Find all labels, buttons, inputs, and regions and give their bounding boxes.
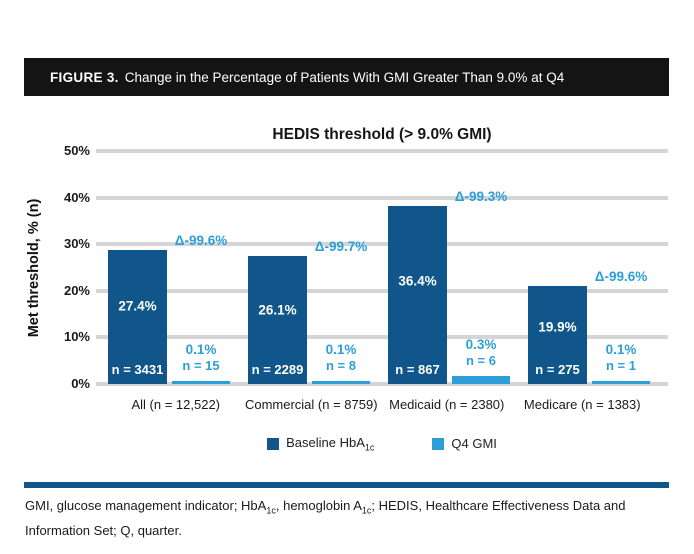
q4-column: 0.1% n = 15 Δ-99.6%	[172, 151, 230, 384]
q4-column: 0.1% n = 1 Δ-99.6%	[592, 151, 650, 384]
y-axis-title: Met threshold, % (n)	[26, 198, 42, 337]
legend-item-q4: Q4 GMI	[432, 436, 497, 451]
y-axis: Met threshold, % (n) 50% 40% 30% 20% 10% 0%	[24, 143, 96, 391]
gridline	[96, 382, 668, 386]
delta-label: Δ-99.7%	[314, 239, 368, 254]
x-axis-labels: All (n = 12,522) Commercial (n = 8759) Med…	[96, 397, 668, 412]
y-tick-label: 0%	[71, 376, 90, 391]
q4-bar	[592, 381, 650, 384]
y-tick-label: 10%	[63, 329, 90, 345]
bar-value-label: 19.9%	[538, 319, 577, 335]
y-tick-label: 20%	[63, 282, 90, 298]
bar-n-label: n = 6	[466, 353, 496, 368]
legend-label: Baseline HbA1c	[286, 435, 375, 453]
bar-value-label: 27.4%	[118, 298, 157, 314]
baseline-bar: 19.9% n = 275	[528, 286, 587, 384]
baseline-column: 19.9% n = 275	[528, 151, 587, 384]
bar-value-label: 36.4%	[398, 273, 437, 289]
bar-n-label: n = 2289	[251, 362, 304, 377]
baseline-column: 26.1% n = 2289	[248, 151, 307, 384]
bar-n-label: n = 8	[326, 358, 356, 373]
q4-bar	[452, 376, 510, 384]
bar-group: 27.4% n = 3431 0.1% n = 15 Δ-99.6%	[108, 151, 230, 384]
baseline-column: 27.4% n = 3431	[108, 151, 167, 384]
bar-group: 26.1% n = 2289 0.1% n = 8 Δ-99.7%	[248, 151, 370, 384]
bar-group: 19.9% n = 275 0.1% n = 1 Δ-99.6%	[528, 151, 650, 384]
baseline-bar: 36.4% n = 867	[388, 206, 447, 384]
x-axis-label: Medicare (n = 1383)	[523, 397, 641, 412]
bar-n-label: n = 15	[182, 358, 220, 373]
q4-bar	[312, 381, 370, 384]
legend-label: Q4 GMI	[451, 436, 497, 452]
gridline	[96, 149, 668, 153]
delta-label: Δ-99.6%	[594, 269, 648, 284]
bar-value-label: 0.1%	[325, 342, 357, 357]
y-tick-label: 40%	[63, 189, 90, 205]
figure-caption-bar: FIGURE 3. Change in the Percentage of Pa…	[24, 58, 669, 96]
x-axis-label: Commercial (n = 8759)	[244, 397, 378, 412]
figure-caption-text: Change in the Percentage of Patients Wit…	[124, 69, 565, 85]
gridline	[96, 195, 668, 200]
legend-swatch-icon	[267, 437, 280, 450]
chart-title: HEDIS threshold (> 9.0% GMI)	[272, 126, 492, 143]
q4-column: 0.3% n = 6 Δ-99.3%	[452, 151, 510, 384]
bar-value-label: 0.3%	[465, 337, 497, 352]
legend-item-baseline: Baseline HbA1c	[267, 435, 374, 453]
baseline-bar: 26.1% n = 2289	[248, 256, 307, 384]
delta-label: Δ-99.6%	[174, 233, 228, 248]
footnote-line-2: Information Set; Q, quarter.	[25, 522, 182, 538]
baseline-bar: 27.4% n = 3431	[108, 250, 167, 384]
bar-value-label: 26.1%	[258, 302, 297, 318]
bar-n-label: n = 1	[606, 358, 636, 373]
bar-n-label: n = 867	[395, 362, 440, 377]
figure-number: FIGURE 3.	[50, 69, 119, 85]
x-axis-label: All (n = 12,522)	[131, 397, 221, 412]
gridline	[96, 288, 668, 293]
bar-value-label: 0.1%	[605, 342, 637, 357]
footnote: GMI, glucose management indicator; HbA1c…	[25, 496, 694, 541]
chart-body: Met threshold, % (n) 50% 40% 30% 20% 10% 0% 2…	[24, 143, 694, 391]
y-tick-label: 50%	[63, 143, 90, 158]
y-tick-label: 30%	[63, 236, 90, 252]
x-axis-label: Medicaid (n = 2380)	[389, 397, 505, 412]
legend-swatch-icon	[432, 437, 445, 450]
bar-n-label: n = 275	[535, 362, 580, 377]
gridline	[96, 335, 668, 340]
bar-group: 36.4% n = 867 0.3% n = 6 Δ-99.3%	[388, 151, 510, 384]
gridline	[96, 242, 668, 247]
bar-n-label: n = 3431	[111, 362, 164, 377]
footer-divider	[24, 481, 669, 488]
footnote-line-1: GMI, glucose management indicator; HbA1c…	[25, 497, 626, 516]
q4-bar	[172, 381, 230, 384]
bar-groups: 27.4% n = 3431 0.1% n = 15 Δ-99.6% 26.1% n = 2…	[96, 151, 668, 384]
legend: Baseline HbA1c Q4 GMI	[96, 435, 668, 453]
delta-label: Δ-99.3%	[454, 189, 508, 204]
baseline-column: 36.4% n = 867	[388, 151, 447, 384]
q4-column: 0.1% n = 8 Δ-99.7%	[312, 151, 370, 384]
plot-area: 27.4% n = 3431 0.1% n = 15 Δ-99.6% 26.1% n = 2…	[96, 149, 668, 386]
bar-value-label: 0.1%	[185, 342, 217, 357]
